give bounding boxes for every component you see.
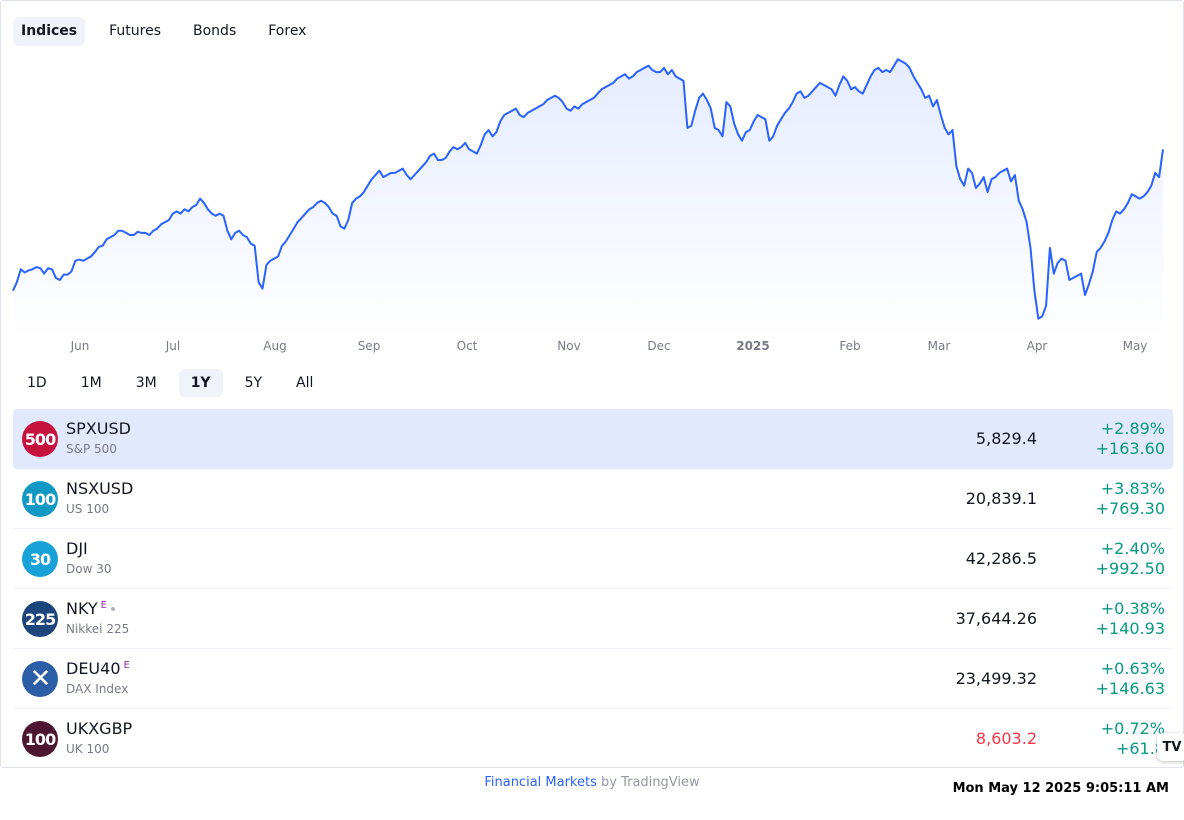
footer-attribution: Financial Markets by TradingView [0, 775, 1184, 790]
symbol-change: +2.89% +163.60 [1096, 419, 1165, 459]
x-axis-label: Dec [647, 339, 670, 353]
symbol-description: Dow 30 [66, 562, 112, 576]
symbol-ticker[interactable]: DJI [66, 539, 88, 558]
range-1d[interactable]: 1D [27, 375, 47, 391]
x-axis-label: Jun [70, 339, 90, 353]
symbol-price: 37,644.26 [955, 609, 1037, 628]
symbol-logo: 30 [22, 541, 58, 577]
symbol-list: 500 SPXUSD S&P 500 5,829.4 +2.89% +163.6… [13, 409, 1173, 769]
x-axis-label: Mar [928, 339, 951, 353]
chart-svg[interactable]: Jun Jul Aug Sep Oct Nov Dec 2025 Feb Mar Apr May [12, 53, 1173, 353]
range-3m[interactable]: 3M [135, 375, 157, 391]
chart-area-fill [13, 59, 1163, 339]
tab-bonds[interactable]: Bonds [193, 23, 237, 39]
tradingview-logo-icon[interactable]: TV [1157, 733, 1184, 761]
price-chart[interactable]: Jun Jul Aug Sep Oct Nov Dec 2025 Feb Mar Apr May [12, 53, 1173, 353]
symbol-ticker[interactable]: NKY E [66, 599, 115, 618]
change-percent: +3.83% [1100, 479, 1165, 498]
market-closed-dot [111, 607, 115, 611]
symbol-price: 5,829.4 [975, 429, 1037, 448]
symbol-row-spxusd[interactable]: 500 SPXUSD S&P 500 5,829.4 +2.89% +163.6… [13, 409, 1173, 469]
range-1y[interactable]: 1Y [178, 369, 223, 397]
category-tabs: Indices Futures Bonds Forex [13, 17, 314, 46]
change-absolute: +163.60 [1095, 439, 1165, 458]
symbol-change: +3.83% +769.30 [1096, 479, 1165, 519]
timestamp: Mon May 12 2025 9:05:11 AM [952, 781, 1169, 796]
symbol-logo: 100 [22, 481, 58, 517]
x-axis-label: Oct [457, 339, 478, 353]
symbol-row-ukxgbp[interactable]: 100 UKXGBP UK 100 8,603.2 +0.72% +61.8 [13, 709, 1173, 769]
dax-x-icon: ✕ [22, 661, 58, 697]
symbol-description: Nikkei 225 [66, 622, 130, 636]
range-all[interactable]: All [296, 375, 314, 391]
change-percent: +2.40% [1100, 539, 1165, 558]
change-absolute: +146.63 [1095, 679, 1165, 698]
range-5y[interactable]: 5Y [244, 375, 263, 391]
symbol-description: UK 100 [66, 742, 110, 756]
change-absolute: +61.8 [1115, 739, 1165, 758]
change-absolute: +769.30 [1095, 499, 1165, 518]
symbol-change: +2.40% +992.50 [1096, 539, 1165, 579]
symbol-price: 23,499.32 [955, 669, 1037, 688]
x-axis-label: Apr [1027, 339, 1048, 353]
eod-badge: E [123, 660, 130, 671]
symbol-row-nky[interactable]: 225 NKY E Nikkei 225 37,644.26 +0.38% +14… [13, 589, 1173, 649]
symbol-row-deu40[interactable]: ✕ DEU40 E DAX Index 23,499.32 +0.63% +146… [13, 649, 1173, 709]
change-percent: +0.63% [1100, 659, 1165, 678]
eod-badge: E [100, 600, 107, 611]
range-1m[interactable]: 1M [80, 375, 102, 391]
tab-indices[interactable]: Indices [13, 17, 86, 46]
symbol-ticker[interactable]: UKXGBP [66, 719, 133, 738]
change-absolute: +992.50 [1095, 559, 1165, 578]
symbol-price: 8,603.2 [975, 729, 1037, 748]
tab-futures[interactable]: Futures [109, 23, 162, 39]
symbol-row-nsxusd[interactable]: 100 NSXUSD US 100 20,839.1 +3.83% +769.3… [13, 469, 1173, 529]
market-overview-widget: Indices Futures Bonds Forex Jun Jul Aug Sep… [0, 0, 1184, 768]
tab-forex[interactable]: Forex [268, 23, 307, 39]
x-axis-label: May [1123, 339, 1148, 353]
x-axis-label: Sep [358, 339, 381, 353]
x-axis-labels: Jun Jul Aug Sep Oct Nov Dec 2025 Feb Mar Apr May [70, 339, 1148, 353]
x-axis-label: 2025 [736, 339, 769, 353]
x-axis-label: Feb [839, 339, 860, 353]
symbol-change: +0.38% +140.93 [1096, 599, 1165, 639]
change-percent: +0.38% [1100, 599, 1165, 618]
change-percent: +2.89% [1100, 419, 1165, 438]
symbol-price: 42,286.5 [965, 549, 1037, 568]
symbol-logo: 100 [22, 721, 58, 757]
change-absolute: +140.93 [1095, 619, 1165, 638]
symbol-description: US 100 [66, 502, 110, 516]
symbol-description: S&P 500 [66, 442, 117, 456]
chart-series-line [12, 58, 1164, 320]
symbol-row-dji[interactable]: 30 DJI Dow 30 42,286.5 +2.40% +992.50 [13, 529, 1173, 589]
symbol-ticker[interactable]: SPXUSD [66, 419, 131, 438]
symbol-price: 20,839.1 [965, 489, 1037, 508]
range-selector: 1D 1M 3M 1Y 5Y All [15, 369, 325, 397]
financial-markets-link[interactable]: Financial Markets [484, 775, 597, 790]
symbol-ticker[interactable]: NSXUSD [66, 479, 134, 498]
symbol-description: DAX Index [66, 682, 129, 696]
change-percent: +0.72% [1100, 719, 1165, 738]
symbol-change: +0.72% +61.8 [1101, 719, 1165, 759]
x-axis-label: Aug [263, 339, 286, 353]
attribution-text: by TradingView [601, 775, 700, 790]
x-axis-label: Jul [165, 339, 180, 353]
symbol-ticker[interactable]: DEU40 E [66, 659, 130, 678]
symbol-logo: 225 [22, 601, 58, 637]
symbol-change: +0.63% +146.63 [1096, 659, 1165, 699]
symbol-logo: 500 [22, 421, 58, 457]
x-axis-label: Nov [557, 339, 580, 353]
